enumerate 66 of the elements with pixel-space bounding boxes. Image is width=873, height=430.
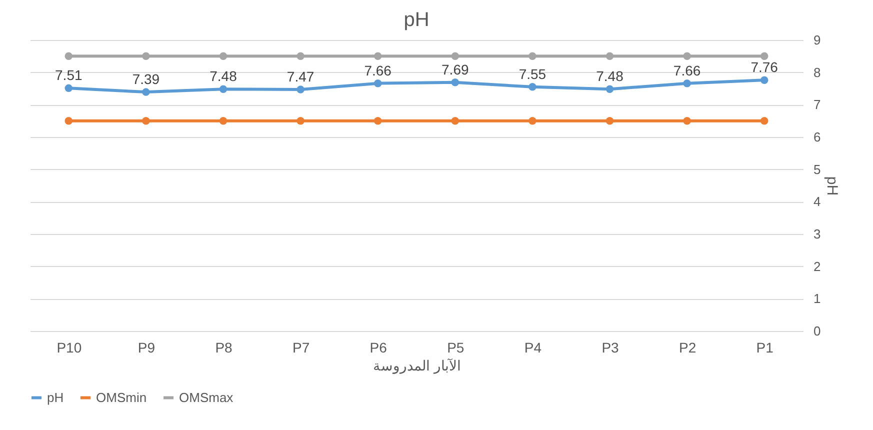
point <box>219 116 228 125</box>
point <box>64 84 73 92</box>
data-label: 7.51 <box>55 67 82 84</box>
y-axis-title: pH <box>824 176 841 196</box>
x-tick-label: P6 <box>370 340 388 356</box>
point <box>683 52 691 60</box>
point <box>142 116 150 125</box>
data-label: 7.66 <box>673 62 701 78</box>
x-tick-label: P10 <box>56 340 82 356</box>
point <box>528 52 536 60</box>
point <box>296 116 304 125</box>
point <box>374 79 382 88</box>
y-tick-label: 4 <box>814 194 821 210</box>
y-tick-label: 5 <box>814 162 821 177</box>
data-label: 7.48 <box>210 68 238 84</box>
y-tick-label: 1 <box>814 291 821 306</box>
x-tick-label: P5 <box>447 340 464 356</box>
data-label: 7.69 <box>442 61 469 78</box>
point <box>451 78 460 86</box>
legend-label: OMSmin <box>96 390 147 405</box>
data-label: 7.39 <box>132 71 160 88</box>
x-tick-label: P8 <box>215 340 233 356</box>
point <box>683 79 691 88</box>
point <box>374 116 382 125</box>
point <box>528 116 536 125</box>
x-tick-label: P3 <box>602 340 620 356</box>
y-tick-label: 2 <box>814 258 821 274</box>
x-tick-label: P1 <box>756 340 774 356</box>
point <box>760 116 768 125</box>
data-label: 7.55 <box>518 66 546 82</box>
point <box>219 52 228 60</box>
y-tick-label: 6 <box>814 130 821 144</box>
y-tick-label: 9 <box>814 32 821 48</box>
point <box>683 116 691 125</box>
point <box>606 85 614 94</box>
point <box>606 116 614 125</box>
legend-label: OMSmax <box>179 390 234 405</box>
point <box>606 52 614 60</box>
chart-title: pH <box>404 9 430 31</box>
x-tick-label: P4 <box>524 340 542 356</box>
point <box>64 52 73 60</box>
x-tick-label: P9 <box>138 340 156 356</box>
y-tick-label: 0 <box>814 324 821 338</box>
point <box>451 52 460 60</box>
point <box>296 52 304 60</box>
point <box>219 85 228 94</box>
y-tick-label: 3 <box>814 226 821 242</box>
x-tick-label: P2 <box>678 340 696 356</box>
data-label: 7.48 <box>596 68 624 84</box>
x-axis-title: الآبار المدروسة <box>373 358 461 374</box>
point <box>142 88 150 96</box>
point <box>451 116 460 125</box>
y-tick-label: 8 <box>814 64 821 80</box>
point <box>64 116 73 125</box>
point <box>760 52 768 60</box>
data-label: 7.66 <box>364 62 392 78</box>
x-tick-label: P7 <box>292 340 310 356</box>
point <box>760 76 768 84</box>
y-tick-label: 7 <box>814 97 821 112</box>
legend-label: pH <box>47 390 64 405</box>
data-label: 7.47 <box>286 68 314 84</box>
point <box>142 52 150 60</box>
point <box>374 52 382 60</box>
data-label: 7.76 <box>750 59 778 76</box>
point <box>296 86 304 94</box>
point <box>528 83 536 91</box>
